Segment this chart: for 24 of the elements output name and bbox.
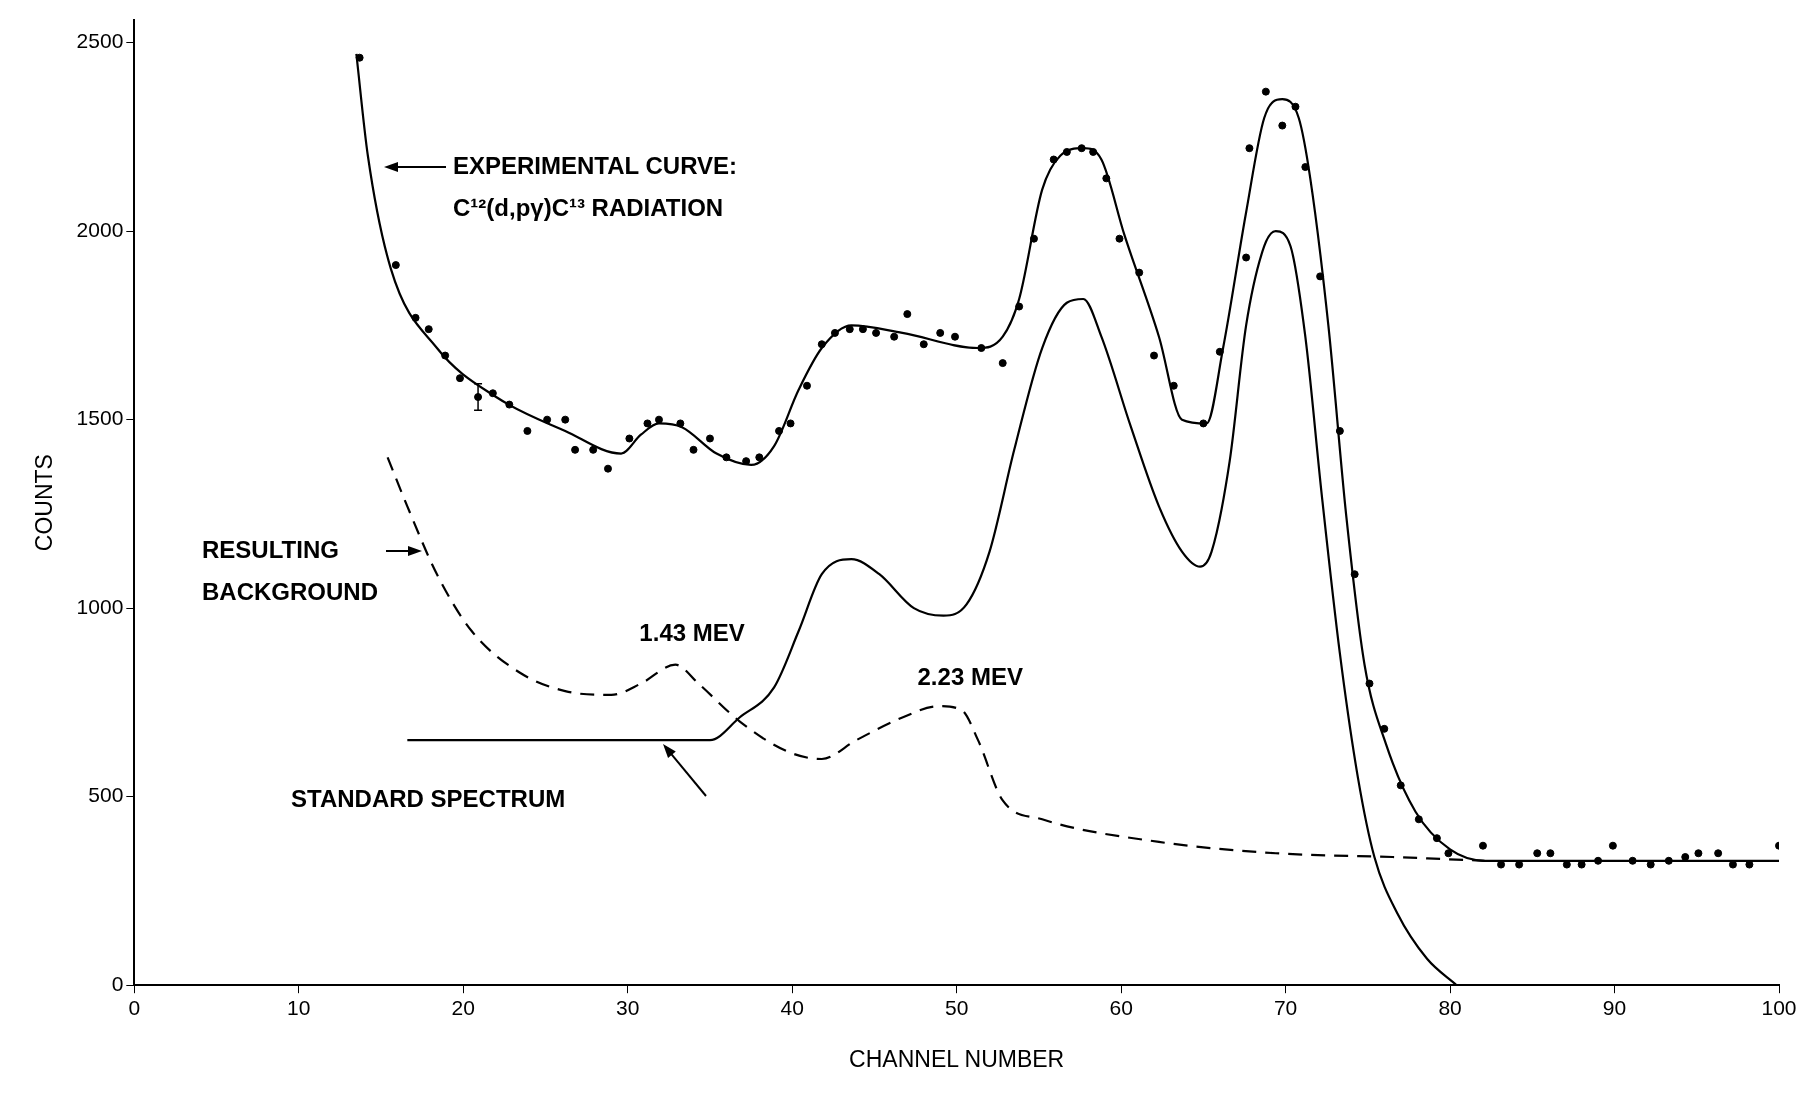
x-tick-label: 90 — [1602, 995, 1627, 1019]
x-tick-label: 10 — [287, 995, 311, 1019]
annotation: RESULTING BACKGROUND — [202, 535, 378, 605]
annotation: 1.43 MEV — [639, 619, 745, 647]
x-tick-label: 0 — [128, 995, 141, 1019]
annotation: STANDARD SPECTRUM — [291, 784, 566, 812]
y-tick-label: 0 — [111, 972, 124, 995]
y-tick-label: 500 — [88, 783, 124, 807]
x-tick-label: 60 — [1109, 995, 1133, 1019]
y-tick-label: 2000 — [76, 217, 124, 241]
y-tick-label: 1000 — [76, 594, 124, 618]
annotation: EXPERIMENTAL CURVE: C¹²(d,pγ)C¹³ RADIATION — [453, 151, 738, 221]
y-tick-label: 2500 — [76, 29, 124, 53]
x-tick-label: 20 — [451, 995, 475, 1019]
x-tick-label: 80 — [1438, 995, 1462, 1019]
x-tick-label: 100 — [1761, 995, 1797, 1019]
x-tick-label: 70 — [1273, 995, 1298, 1019]
x-tick-label: 30 — [616, 995, 640, 1019]
x-tick-label: 40 — [780, 995, 804, 1019]
y-axis-title: COUNTS — [31, 454, 58, 552]
annotation: 2.23 MEV — [917, 662, 1023, 690]
x-tick-label: 50 — [944, 995, 969, 1019]
y-tick-label: 1500 — [76, 406, 124, 430]
x-axis-title: CHANNEL NUMBER — [849, 1045, 1065, 1072]
